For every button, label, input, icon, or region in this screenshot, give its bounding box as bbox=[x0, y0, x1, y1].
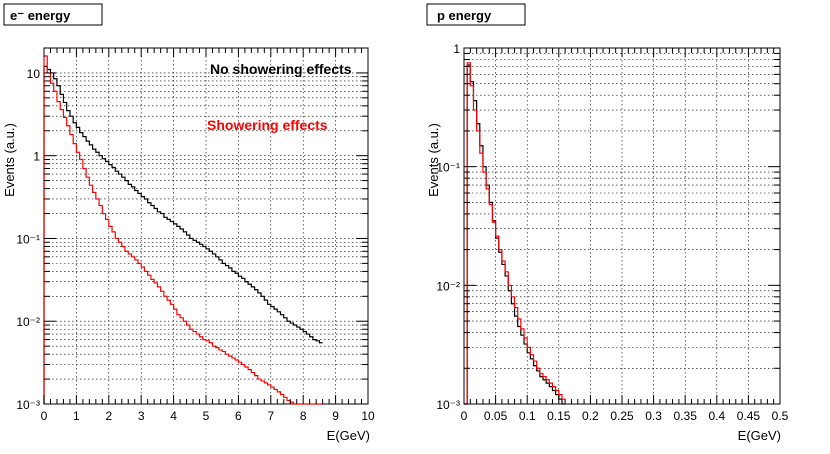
histogram-black bbox=[464, 64, 566, 405]
right-series-group bbox=[464, 62, 566, 405]
left-x-axis-label: E(GeV) bbox=[327, 428, 370, 443]
x-tick-label: 7 bbox=[267, 409, 274, 423]
x-tick-label: 0.2 bbox=[582, 409, 599, 423]
left-title-box bbox=[3, 3, 103, 26]
y-tick-label: 10⁻¹ bbox=[436, 161, 460, 175]
x-tick-label: 1 bbox=[73, 409, 80, 423]
left-y-axis-label: Events (a.u.) bbox=[2, 123, 17, 197]
x-tick-label: 2 bbox=[105, 409, 112, 423]
y-tick-label: 10⁻¹ bbox=[16, 232, 40, 246]
legend-showering: Showering effects bbox=[207, 117, 328, 133]
x-tick-label: 0 bbox=[41, 409, 48, 423]
right-x-axis-label: E(GeV) bbox=[738, 428, 781, 443]
x-tick-label: 0.3 bbox=[645, 409, 662, 423]
y-tick-label: 1 bbox=[33, 150, 40, 164]
left-grid bbox=[43, 47, 369, 405]
x-tick-label: 9 bbox=[332, 409, 339, 423]
histogram-red bbox=[464, 62, 566, 405]
left-ticks: 0 1 2 3 4 5 6 7 8 9 10 10⁻³ 10⁻² 10⁻¹ 1 10 bbox=[16, 47, 375, 423]
x-tick-label: 0 bbox=[461, 409, 468, 423]
right-grid bbox=[463, 47, 781, 405]
y-tick-label: 10⁻² bbox=[436, 279, 460, 293]
x-tick-label: 8 bbox=[300, 409, 307, 423]
x-tick-label: 0.4 bbox=[708, 409, 725, 423]
right-y-axis-label: Events (a.u.) bbox=[426, 123, 441, 197]
right-title-box bbox=[426, 3, 526, 26]
right-ticks: 0 0.05 0.1 0.15 0.2 0.25 0.3 0.35 0.4 0.45 0.5 10⁻³… bbox=[436, 42, 788, 423]
y-tick-label: 10 bbox=[27, 67, 41, 81]
x-tick-label: 5 bbox=[203, 409, 210, 423]
histogram-no-showering-effects bbox=[43, 65, 323, 404]
left-title: e⁻ energy bbox=[10, 8, 71, 23]
left-series-group bbox=[43, 55, 323, 405]
left-panel: e⁻ energy No showering effects Showering… bbox=[2, 3, 375, 443]
y-tick-label: 10⁻³ bbox=[16, 398, 40, 412]
legend-no-showering: No showering effects bbox=[210, 61, 352, 77]
x-tick-label: 0.05 bbox=[484, 409, 508, 423]
x-tick-label: 6 bbox=[235, 409, 242, 423]
y-tick-label: 1 bbox=[453, 42, 460, 56]
histogram-showering-effects bbox=[43, 55, 323, 405]
x-tick-label: 0.1 bbox=[519, 409, 536, 423]
x-tick-label: 4 bbox=[170, 409, 177, 423]
right-panel: p energy 0 0.05 0.1 0.15 0.2 0.25 0.3 0.35 0.4 0.… bbox=[426, 3, 789, 443]
x-tick-label: 0.45 bbox=[737, 409, 761, 423]
x-tick-label: 0.35 bbox=[674, 409, 698, 423]
x-tick-label: 0.15 bbox=[547, 409, 571, 423]
x-tick-label: 10 bbox=[361, 409, 375, 423]
y-tick-label: 10⁻³ bbox=[436, 398, 460, 412]
right-title: p energy bbox=[437, 8, 492, 23]
x-tick-label: 0.5 bbox=[772, 409, 789, 423]
x-tick-label: 3 bbox=[138, 409, 145, 423]
x-tick-label: 0.25 bbox=[610, 409, 634, 423]
y-tick-label: 10⁻² bbox=[16, 315, 40, 329]
